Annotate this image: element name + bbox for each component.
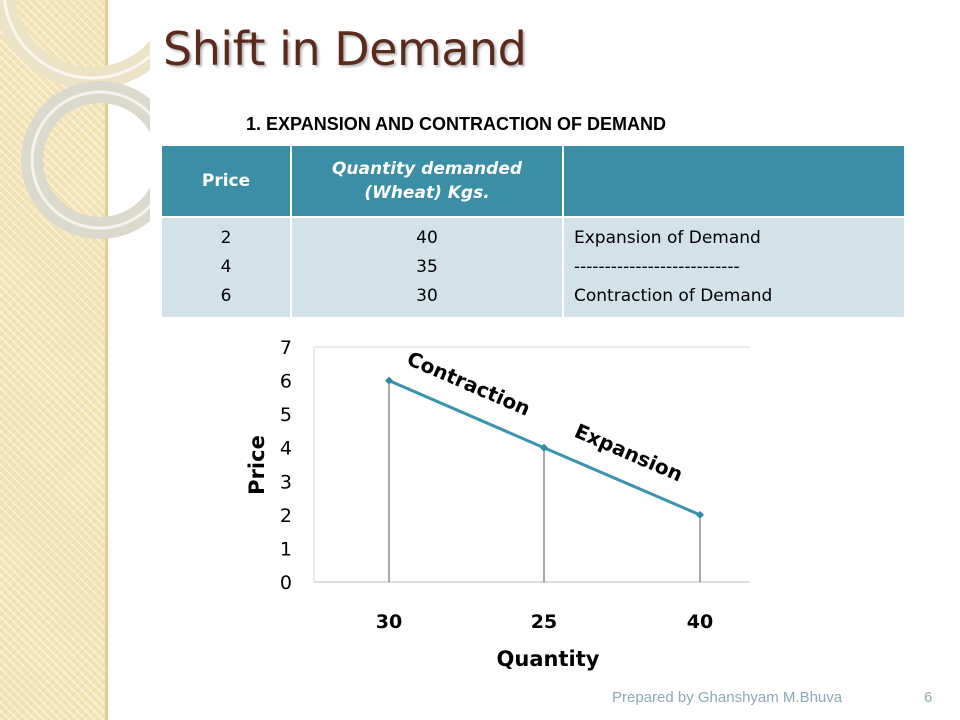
y-tick-label: 7 xyxy=(280,337,292,359)
x-tick-label: 25 xyxy=(531,611,557,633)
x-tick-label: 40 xyxy=(687,611,713,633)
table-header-row: Price Quantity demanded (Wheat) Kgs. xyxy=(160,144,906,218)
notes-cell: Expansion of Demand --------------------… xyxy=(562,216,906,319)
header-price: Price xyxy=(160,144,292,218)
y-tick-label: 5 xyxy=(280,404,292,426)
table-row: 2 4 6 40 35 30 Expansion of Demand -----… xyxy=(160,216,906,319)
price-cell: 2 4 6 xyxy=(160,216,292,319)
y-axis-title: Price xyxy=(245,435,269,495)
price-value: 6 xyxy=(220,286,232,306)
decorative-rings xyxy=(0,0,150,239)
note-expansion: Expansion of Demand xyxy=(574,228,761,248)
note-contraction: Contraction of Demand xyxy=(574,286,773,306)
page-number: 6 xyxy=(924,689,933,706)
annotation-expansion: Expansion xyxy=(571,419,686,487)
quantity-value: 40 xyxy=(416,228,438,248)
y-tick-label: 2 xyxy=(280,505,292,527)
slide-title: Shift in Demand xyxy=(163,22,527,76)
price-quantity-chart: 0 1 2 3 4 5 6 7 30 25 40 Quantity Price Contraction Ex… xyxy=(230,325,780,679)
annotation-contraction: Contraction xyxy=(404,346,535,420)
header-quantity: Quantity demanded (Wheat) Kgs. xyxy=(290,144,564,218)
y-tick-label: 0 xyxy=(280,572,292,594)
y-tick-label: 1 xyxy=(280,538,292,560)
quantity-cell: 40 35 30 xyxy=(290,216,564,319)
x-tick-label: 30 xyxy=(376,611,402,633)
chart-svg: 0 1 2 3 4 5 6 7 30 25 40 Quantity Price Contraction Ex… xyxy=(245,337,780,671)
section-heading: 1. EXPANSION AND CONTRACTION OF DEMAND xyxy=(246,114,667,134)
x-axis-title: Quantity xyxy=(497,647,600,671)
y-tick-label: 3 xyxy=(280,471,292,493)
data-point xyxy=(540,443,548,452)
demand-table: Price Quantity demanded (Wheat) Kgs. 2 4… xyxy=(160,144,906,319)
header-notes xyxy=(562,144,906,218)
y-tick-label: 4 xyxy=(280,438,292,460)
price-value: 4 xyxy=(220,257,232,277)
quantity-value: 35 xyxy=(416,257,438,277)
note-divider: --------------------------- xyxy=(574,257,740,277)
y-tick-label: 6 xyxy=(280,371,292,393)
data-point xyxy=(385,376,393,385)
footer-text: Prepared by Ghanshyam M.Bhuva xyxy=(612,689,843,706)
price-value: 2 xyxy=(220,228,232,248)
data-point xyxy=(696,510,704,519)
quantity-value: 30 xyxy=(416,286,438,306)
